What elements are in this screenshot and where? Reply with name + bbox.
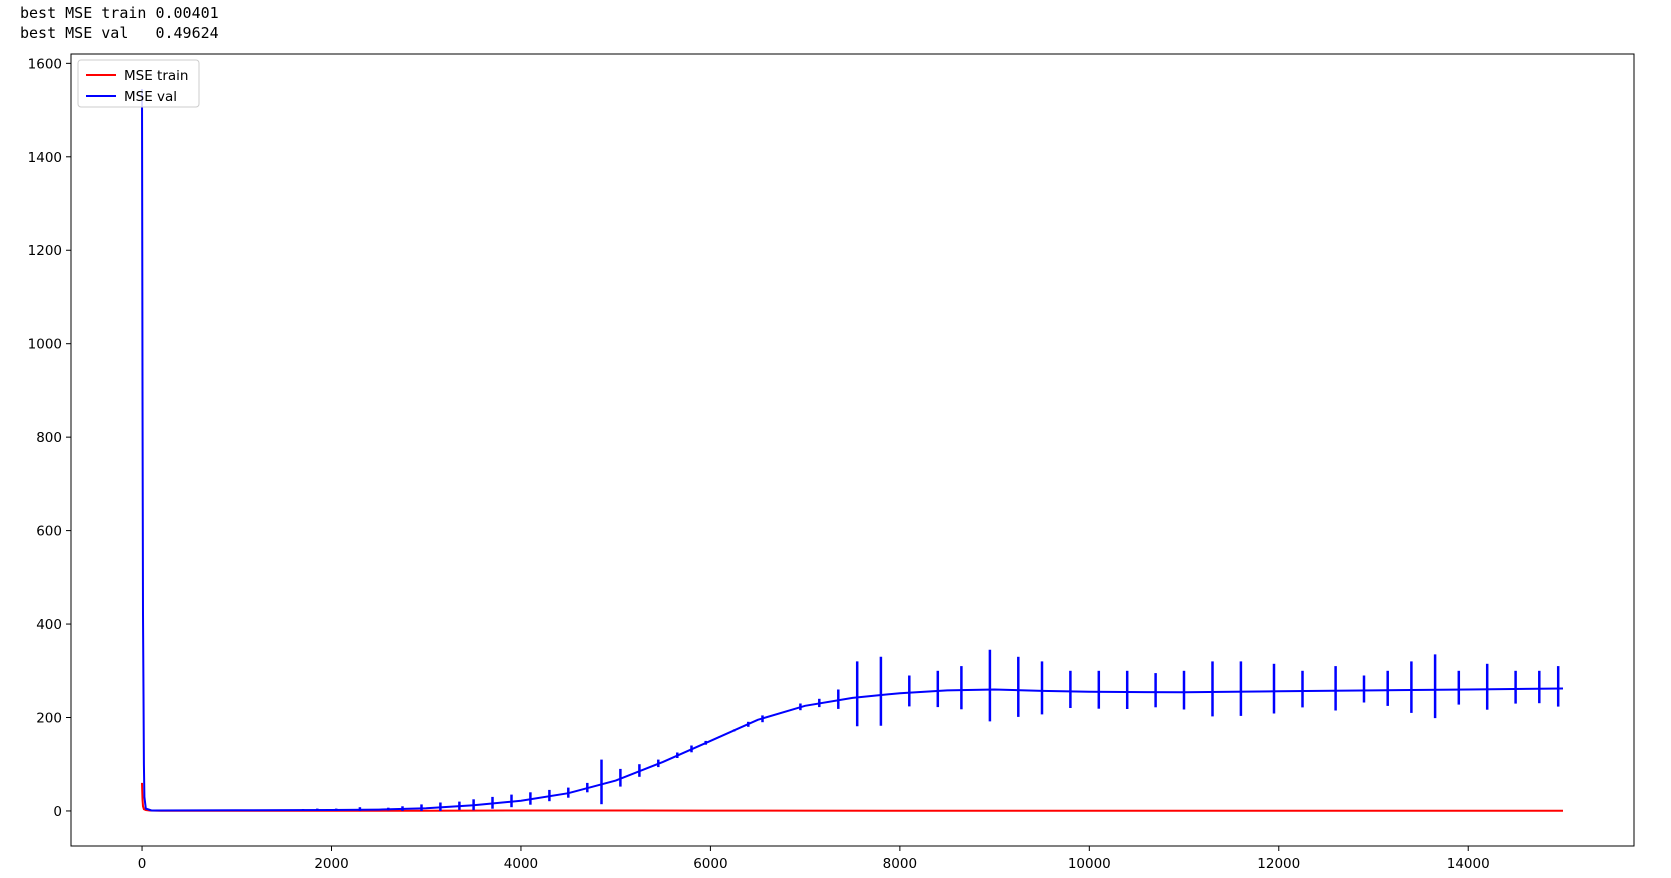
- series-line: [141, 782, 1563, 812]
- y-tick-label: 1600: [28, 56, 62, 72]
- x-tick-label: 4000: [504, 856, 538, 872]
- x-tick-label: 10000: [1068, 856, 1111, 872]
- y-axis: 0 200 400 600 800 1000 1200 1400 1600: [28, 56, 71, 820]
- plot-frame: [70, 53, 1635, 847]
- y-tick-label: 800: [36, 430, 62, 446]
- y-tick-label: 600: [36, 524, 62, 540]
- series-line: [141, 88, 1564, 812]
- y-tick-label: 200: [36, 711, 62, 727]
- x-tick-label: 0: [138, 856, 147, 872]
- y-tick-label: 0: [53, 804, 62, 820]
- legend: MSE train MSE val: [77, 59, 200, 108]
- series-0: [141, 782, 1563, 812]
- legend-label: MSE val: [124, 89, 177, 105]
- y-tick-label: 400: [36, 617, 62, 633]
- plot-lines: [141, 88, 1564, 812]
- best-mse-train-line: best MSE train 0.00401: [20, 4, 219, 22]
- x-tick-label: 14000: [1447, 856, 1490, 872]
- x-axis: 0 2000 4000 6000 8000 10000 12000 14000: [138, 846, 1490, 872]
- y-tick-label: 1200: [28, 243, 62, 259]
- series-1: [141, 88, 1564, 812]
- best-mse-val-line: best MSE val 0.49624: [20, 24, 219, 42]
- training-stats-output: best MSE train 0.00401 best MSE val 0.496…: [20, 3, 219, 43]
- y-tick-label: 1000: [28, 337, 62, 353]
- x-tick-label: 2000: [314, 856, 348, 872]
- x-tick-label: 8000: [883, 856, 917, 872]
- x-tick-label: 12000: [1257, 856, 1300, 872]
- y-tick-label: 1400: [28, 150, 62, 166]
- legend-label: MSE train: [124, 68, 188, 84]
- x-tick-label: 6000: [693, 856, 727, 872]
